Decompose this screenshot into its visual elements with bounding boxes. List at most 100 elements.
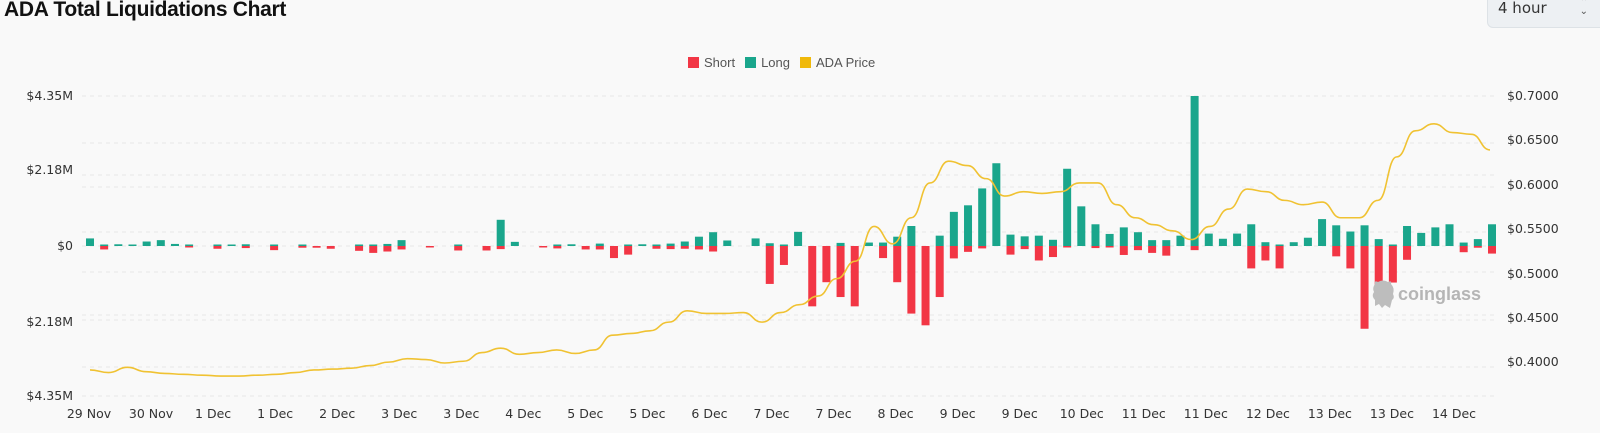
long-bar[interactable] <box>567 244 576 246</box>
short-bar[interactable] <box>1162 246 1171 256</box>
long-bar[interactable] <box>1318 219 1327 246</box>
long-bar[interactable] <box>978 188 987 246</box>
long-bar[interactable] <box>369 244 378 247</box>
long-bar[interactable] <box>907 226 916 246</box>
short-bar[interactable] <box>1105 246 1114 248</box>
long-bar[interactable] <box>751 238 760 246</box>
long-bar[interactable] <box>1459 242 1468 246</box>
long-bar[interactable] <box>185 244 194 247</box>
short-bar[interactable] <box>1247 246 1256 269</box>
short-bar[interactable] <box>652 246 661 249</box>
short-bar[interactable] <box>694 246 703 250</box>
long-bar[interactable] <box>1473 239 1482 246</box>
long-bar[interactable] <box>454 244 463 247</box>
long-bar[interactable] <box>1034 235 1043 246</box>
long-bar[interactable] <box>1275 244 1284 247</box>
short-bar[interactable] <box>624 246 633 255</box>
long-bar[interactable] <box>496 219 505 246</box>
long-bar[interactable] <box>170 243 179 246</box>
short-bar[interactable] <box>1360 246 1369 329</box>
long-bar[interactable] <box>1063 168 1072 246</box>
short-bar[interactable] <box>1275 246 1284 269</box>
short-bar[interactable] <box>369 246 378 253</box>
long-bar[interactable] <box>1048 239 1057 246</box>
short-bar[interactable] <box>978 246 987 249</box>
long-bar[interactable] <box>128 244 137 247</box>
short-bar[interactable] <box>595 246 604 250</box>
long-bar[interactable] <box>864 242 873 246</box>
short-bar[interactable] <box>680 246 689 249</box>
short-bar[interactable] <box>1374 246 1383 287</box>
short-bar[interactable] <box>709 246 718 252</box>
long-bar[interactable] <box>1020 236 1029 246</box>
short-bar[interactable] <box>397 246 406 250</box>
short-bar[interactable] <box>666 246 675 250</box>
short-bar[interactable] <box>185 246 194 248</box>
legend-item-price[interactable]: ADA Price <box>800 55 875 70</box>
short-bar[interactable] <box>326 246 335 249</box>
long-bar[interactable] <box>1190 96 1199 246</box>
long-bar[interactable] <box>510 241 519 246</box>
interval-select[interactable]: 4 hour ⌃ ⌄ <box>1487 0 1600 28</box>
short-bar[interactable] <box>850 246 859 307</box>
short-bar[interactable] <box>454 246 463 251</box>
short-bar[interactable] <box>964 246 973 252</box>
short-bar[interactable] <box>609 246 618 259</box>
long-bar[interactable] <box>1261 242 1270 246</box>
long-bar[interactable] <box>1488 224 1496 246</box>
short-bar[interactable] <box>539 246 548 248</box>
short-bar[interactable] <box>312 246 321 248</box>
short-bar[interactable] <box>1091 246 1100 249</box>
short-bar[interactable] <box>1048 246 1057 258</box>
short-bar[interactable] <box>496 246 505 250</box>
short-bar[interactable] <box>893 246 902 283</box>
short-bar[interactable] <box>425 246 434 248</box>
long-bar[interactable] <box>652 244 661 247</box>
short-bar[interactable] <box>765 246 774 284</box>
long-bar[interactable] <box>723 240 732 246</box>
short-bar[interactable] <box>100 246 109 250</box>
long-bar[interactable] <box>638 244 647 246</box>
long-bar[interactable] <box>1148 240 1157 246</box>
long-bar[interactable] <box>666 243 675 246</box>
short-bar[interactable] <box>779 246 788 265</box>
long-bar[interactable] <box>383 243 392 246</box>
short-bar[interactable] <box>935 246 944 298</box>
long-bar[interactable] <box>156 240 165 246</box>
long-bar[interactable] <box>298 244 307 247</box>
short-bar[interactable] <box>213 246 222 249</box>
long-bar[interactable] <box>1388 244 1397 247</box>
short-bar[interactable] <box>1190 246 1199 251</box>
long-bar[interactable] <box>227 244 236 247</box>
long-bar[interactable] <box>397 240 406 246</box>
long-bar[interactable] <box>114 244 123 246</box>
long-bar[interactable] <box>553 244 562 247</box>
short-bar[interactable] <box>482 246 491 251</box>
long-bar[interactable] <box>680 241 689 246</box>
long-bar[interactable] <box>935 235 944 246</box>
legend-item-short[interactable]: Short <box>688 55 735 70</box>
short-bar[interactable] <box>1346 246 1355 269</box>
long-bar[interactable] <box>1374 239 1383 246</box>
long-bar[interactable] <box>1006 234 1015 246</box>
long-bar[interactable] <box>709 232 718 246</box>
short-bar[interactable] <box>879 246 888 259</box>
long-bar[interactable] <box>1346 231 1355 246</box>
long-bar[interactable] <box>1289 242 1298 246</box>
long-bar[interactable] <box>779 244 788 247</box>
long-bar[interactable] <box>765 243 774 246</box>
short-bar[interactable] <box>298 246 307 248</box>
long-bar[interactable] <box>949 211 958 246</box>
short-bar[interactable] <box>1020 246 1029 250</box>
long-bar[interactable] <box>794 231 803 246</box>
legend-item-long[interactable]: Long <box>745 55 790 70</box>
long-bar[interactable] <box>992 163 1001 246</box>
short-bar[interactable] <box>1459 246 1468 253</box>
long-bar[interactable] <box>624 244 633 247</box>
long-bar[interactable] <box>213 244 222 247</box>
long-bar[interactable] <box>1403 226 1412 246</box>
short-bar[interactable] <box>1133 246 1142 251</box>
long-bar[interactable] <box>836 242 845 246</box>
long-bar[interactable] <box>1218 238 1227 246</box>
long-bar[interactable] <box>879 242 888 246</box>
